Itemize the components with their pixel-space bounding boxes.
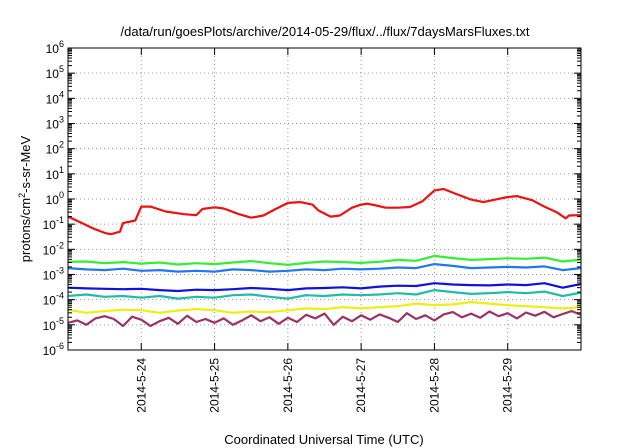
x-tick-label: 2014-5-27 <box>354 358 368 413</box>
series-layer <box>67 187 582 328</box>
series-line-7 <box>67 310 582 328</box>
x-tick-label: 2014-5-28 <box>427 358 441 413</box>
y-tick-label: 10-5 <box>43 316 64 333</box>
y-axis: 10-6 10-5 10-4 10-3 10-2 10-1 100 101 102 103 104 1… <box>43 39 581 358</box>
grid-lines <box>68 48 581 350</box>
y-tick-label: 10-2 <box>43 240 64 257</box>
x-tick-label: 2014-5-24 <box>134 358 148 413</box>
x-axis-label: Coordinated Universal Time (UTC) <box>224 432 423 447</box>
series-line-1 <box>67 187 582 236</box>
y-axis-label: protons/cm2-s-sr-MeV <box>17 135 33 262</box>
series-line-5 <box>67 289 582 300</box>
x-axis: 2014-5-24 2014-5-25 2014-5-26 2014-5-27 2014… <box>134 48 515 413</box>
y-tick-label: 104 <box>46 89 64 106</box>
y-tick-label: 10-4 <box>43 291 64 308</box>
series-line-3 <box>67 263 582 273</box>
x-tick-label: 2014-5-26 <box>281 358 295 413</box>
y-tick-label: 100 <box>46 190 64 207</box>
series-line-6 <box>67 301 582 314</box>
series-line-2 <box>67 254 582 266</box>
chart-title: /data/run/goesPlots/archive/2014-05-29/f… <box>121 24 530 39</box>
y-tick-label: 105 <box>46 64 64 81</box>
y-tick-label: 103 <box>46 115 64 132</box>
y-tick-label: 101 <box>46 165 64 182</box>
y-tick-label: 10-1 <box>43 215 64 232</box>
y-tick-label: 106 <box>46 39 64 56</box>
x-tick-label: 2014-5-29 <box>501 358 515 413</box>
series-line-4 <box>67 282 582 293</box>
y-tick-label: 10-3 <box>43 266 64 283</box>
x-tick-label: 2014-5-25 <box>208 358 222 413</box>
y-tick-label: 10-6 <box>43 341 64 358</box>
y-tick-label: 102 <box>46 140 64 157</box>
